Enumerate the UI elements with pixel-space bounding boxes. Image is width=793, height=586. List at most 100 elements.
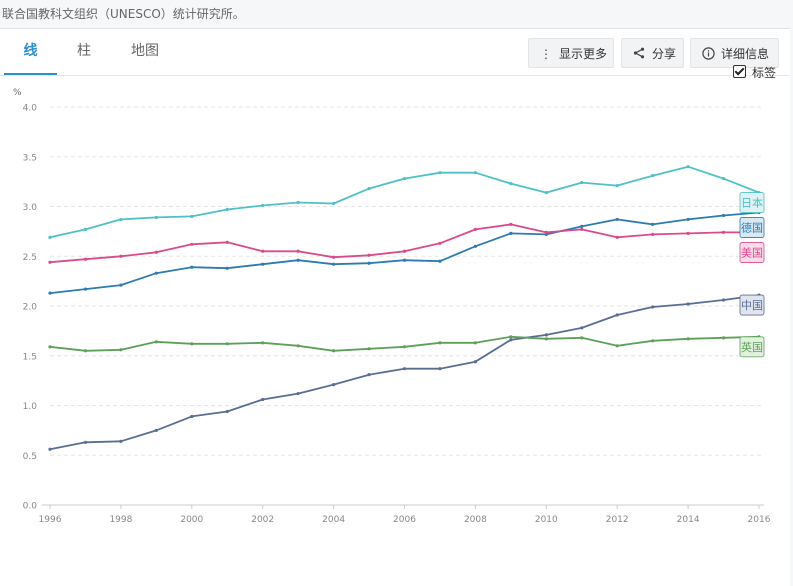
tab-bar[interactable]: 柱 xyxy=(77,43,91,59)
y-tick-label: 1.5 xyxy=(23,352,37,362)
data-point xyxy=(83,349,88,353)
data-point xyxy=(154,340,158,344)
tab-line[interactable]: 线 xyxy=(23,43,38,59)
data-point xyxy=(48,260,52,264)
data-point xyxy=(48,447,52,451)
data-point xyxy=(615,313,619,317)
data-point xyxy=(438,367,442,371)
data-point xyxy=(615,217,619,222)
data-point xyxy=(296,344,300,348)
y-tick-label: 4.0 xyxy=(23,104,38,114)
data-point xyxy=(190,242,194,246)
labels-toggle[interactable]: 标签 xyxy=(733,64,776,81)
label-text: 德国 xyxy=(741,221,763,235)
x-tick-label: 2014 xyxy=(677,515,700,525)
data-point xyxy=(225,409,229,414)
source-note: 联合国教科文组织（UNESCO）统计研究所。 xyxy=(2,7,245,21)
labels-checkbox[interactable] xyxy=(733,65,746,78)
data-point xyxy=(438,171,442,175)
data-point xyxy=(402,177,407,181)
data-point xyxy=(580,181,584,185)
label-box xyxy=(739,336,765,358)
data-point xyxy=(615,235,619,239)
data-point xyxy=(367,373,371,377)
data-point xyxy=(48,235,52,239)
data-point xyxy=(686,337,690,341)
label-text: 美国 xyxy=(741,247,763,260)
data-point xyxy=(296,249,300,253)
data-point xyxy=(119,439,123,443)
data-point xyxy=(438,241,442,245)
data-point xyxy=(580,336,584,340)
data-point xyxy=(580,227,584,231)
data-point xyxy=(332,201,336,206)
y-tick-label: 0.5 xyxy=(23,452,37,462)
data-point xyxy=(190,214,194,219)
series-end-label: 英国 xyxy=(739,336,765,358)
data-point xyxy=(296,391,300,396)
data-point xyxy=(473,341,477,345)
data-point xyxy=(367,347,371,351)
data-point xyxy=(473,227,477,231)
tab-map[interactable]: 地图 xyxy=(131,43,159,59)
data-point xyxy=(119,254,123,258)
data-point xyxy=(48,291,52,295)
data-point xyxy=(721,336,726,340)
data-point xyxy=(438,259,442,263)
x-tick-label: 2008 xyxy=(464,515,487,525)
data-point xyxy=(651,339,655,343)
data-point xyxy=(721,213,726,218)
data-point xyxy=(261,203,265,208)
data-point xyxy=(615,184,619,188)
data-point xyxy=(473,171,477,175)
show-more-label: 显示更多 xyxy=(559,47,608,61)
data-point xyxy=(402,249,407,253)
data-point xyxy=(367,253,371,257)
data-point xyxy=(296,258,300,262)
data-point xyxy=(473,360,477,364)
data-point xyxy=(509,338,513,342)
data-point xyxy=(651,232,655,236)
data-point xyxy=(721,230,726,234)
chart-series xyxy=(48,165,761,451)
data-point xyxy=(509,182,513,186)
x-tick-label: 2000 xyxy=(180,515,203,525)
share-button[interactable]: 分享 xyxy=(621,38,684,68)
x-tick-label: 2002 xyxy=(251,515,274,525)
chart-type-tabs: 线 柱 地图 xyxy=(0,29,400,75)
y-tick-label: 2.0 xyxy=(23,303,38,313)
data-point xyxy=(686,217,690,222)
x-tick-label: 2010 xyxy=(535,515,558,525)
data-point xyxy=(225,207,229,212)
data-point xyxy=(261,249,265,253)
data-point xyxy=(686,231,690,235)
details-button[interactable]: 详细信息 xyxy=(690,38,779,68)
x-tick-label: 2004 xyxy=(322,515,345,525)
label-box xyxy=(739,294,765,316)
data-point xyxy=(402,258,407,262)
data-point xyxy=(119,348,123,352)
data-point xyxy=(261,397,265,402)
data-point xyxy=(438,341,442,345)
data-point xyxy=(473,244,477,248)
data-point xyxy=(154,250,158,254)
data-point xyxy=(651,222,655,227)
data-point xyxy=(367,186,371,191)
data-point xyxy=(509,335,513,339)
labels-toggle-label: 标签 xyxy=(752,66,777,80)
data-point xyxy=(190,265,194,269)
y-axis-unit: % xyxy=(13,88,22,98)
y-tick-label: 1.0 xyxy=(23,402,38,412)
series-line xyxy=(49,294,760,451)
data-point xyxy=(154,215,158,220)
show-more-button[interactable]: ⋮ 显示更多 xyxy=(528,38,614,68)
data-point xyxy=(686,165,690,169)
data-point xyxy=(402,367,407,371)
data-point xyxy=(48,345,52,349)
data-point xyxy=(544,333,548,337)
series-end-label: 德国 xyxy=(739,217,765,238)
label-text: 英国 xyxy=(741,340,763,354)
x-tick-label: 2012 xyxy=(606,515,629,525)
y-tick-label: 2.5 xyxy=(23,253,37,263)
